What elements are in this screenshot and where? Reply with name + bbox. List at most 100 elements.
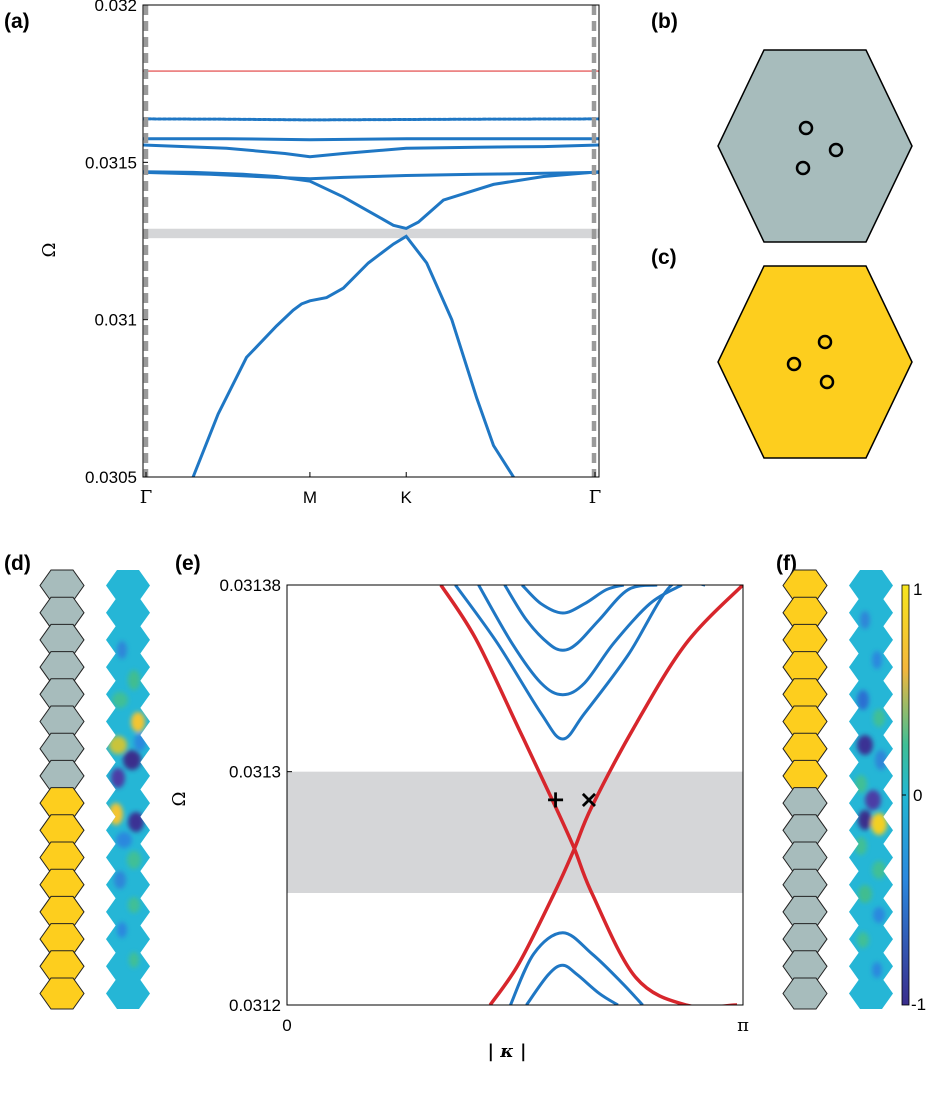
field-blob xyxy=(117,922,127,938)
band-structure-chart: 0.0305 0.031 0.0315 0.032 Γ M K Γ Ω xyxy=(39,0,601,508)
supercell-d xyxy=(39,569,85,1010)
field-blob xyxy=(134,733,146,751)
field-blob xyxy=(117,641,127,659)
supercell-f xyxy=(782,569,828,1010)
supercell-hexagon xyxy=(782,950,828,983)
colorbar-tick-max: 1 xyxy=(913,580,922,599)
supercell-hexagon xyxy=(39,950,85,983)
supercell-hexagon xyxy=(39,569,85,602)
field-blob xyxy=(129,952,139,968)
bulk-band-5 xyxy=(509,931,644,1005)
field-blob xyxy=(116,832,132,848)
y-tick-label: 0.031 xyxy=(94,311,137,330)
panel-label-e: (e) xyxy=(175,552,201,575)
field-blob xyxy=(855,775,867,793)
supercell-hexagon xyxy=(782,678,828,711)
supercell-hexagon xyxy=(39,623,85,656)
scatterer xyxy=(819,374,835,390)
field-blob xyxy=(112,692,128,708)
supercell-hexagon xyxy=(782,759,828,792)
hexagon-unit-cell xyxy=(717,265,913,459)
field-blob xyxy=(858,885,872,903)
band-line-4 xyxy=(143,143,599,159)
field-blob xyxy=(871,813,887,835)
y-tick-label: 0.0313 xyxy=(229,763,281,782)
y-axis-a: 0.0305 0.031 0.0315 0.032 xyxy=(85,0,148,487)
colorbar-tick-zero: 0 xyxy=(913,786,922,805)
supercell-hexagon xyxy=(782,787,828,820)
x-tick-label: Γ xyxy=(589,487,602,508)
scatterer xyxy=(795,160,811,176)
x-tick-label: K xyxy=(401,488,413,507)
x-axis-label-e: | κ | xyxy=(487,1041,526,1062)
plot-frame-a xyxy=(142,4,600,478)
supercell-hexagon xyxy=(39,759,85,792)
supercell-hexagon xyxy=(782,814,828,847)
scatterer xyxy=(798,120,814,136)
field-blob xyxy=(128,897,140,913)
supercell-hexagon xyxy=(782,895,828,928)
supercell-hexagon xyxy=(782,623,828,656)
supercell-hexagon xyxy=(782,841,828,874)
interface-bands xyxy=(439,585,743,1005)
field-blob xyxy=(114,871,126,889)
band-line-6 xyxy=(143,117,599,122)
supercell-hexagon xyxy=(39,678,85,711)
field-blob xyxy=(128,670,140,690)
panel-label-c: (c) xyxy=(651,246,677,269)
band-line-2 xyxy=(143,170,599,230)
supercell-hexagon xyxy=(39,868,85,901)
supercell-hexagon xyxy=(782,732,828,765)
supercell-hexagon xyxy=(782,868,828,901)
supercell-hexagon xyxy=(782,977,828,1010)
band-series xyxy=(143,117,599,477)
y-tick-label: 0.0312 xyxy=(229,996,281,1015)
supercell-hexagon xyxy=(39,705,85,738)
bulk-band-4 xyxy=(521,585,625,615)
field-blob xyxy=(858,810,872,830)
supercell-hexagon xyxy=(39,596,85,629)
x-tick-label: Γ xyxy=(140,487,153,508)
supercell-hexagon xyxy=(39,841,85,874)
field-blob xyxy=(127,851,141,869)
field-blob xyxy=(865,790,881,810)
field-blob xyxy=(857,690,869,710)
supercell-hexagon xyxy=(782,596,828,629)
cross-marker: × xyxy=(579,786,599,814)
field-blob xyxy=(872,861,886,879)
bulk-band-2 xyxy=(477,585,683,697)
plus-marker: + xyxy=(545,786,565,814)
scatterer xyxy=(786,356,802,372)
supercell-hexagon xyxy=(39,923,85,956)
y-axis-e: 0.0312 0.0313 0.03138 xyxy=(220,576,292,1015)
y-axis-label-a: Ω xyxy=(39,243,60,258)
supercell-hexagon xyxy=(39,814,85,847)
interface-band-1 xyxy=(439,585,737,1005)
x-tick-label: 0 xyxy=(282,1016,291,1035)
supercell-hexagon xyxy=(39,977,85,1010)
y-tick-label: 0.03138 xyxy=(220,576,281,595)
panel-label-a: (a) xyxy=(4,10,30,33)
field-blob xyxy=(873,709,885,727)
interface-band-2 xyxy=(488,585,743,1005)
colorbar-tick-min: -1 xyxy=(911,995,926,1014)
field-blob xyxy=(872,962,882,978)
hexagon-unit-cell xyxy=(717,49,913,243)
supercell-hexagon xyxy=(39,651,85,684)
x-tick-label: M xyxy=(303,488,317,507)
field-blob xyxy=(131,712,145,732)
band-line-3 xyxy=(143,170,599,181)
field-map-f xyxy=(849,570,893,1009)
mode-markers: + × xyxy=(545,786,598,814)
bulk-band-1 xyxy=(454,585,705,741)
y-tick-label: 0.032 xyxy=(94,0,137,15)
supercell-hexagon xyxy=(39,895,85,928)
field-blob xyxy=(111,768,125,788)
y-tick-label: 0.0315 xyxy=(85,153,137,172)
panel-label-f: (f) xyxy=(776,552,797,575)
y-tick-label: 0.0305 xyxy=(85,468,137,487)
field-blob xyxy=(109,803,123,825)
